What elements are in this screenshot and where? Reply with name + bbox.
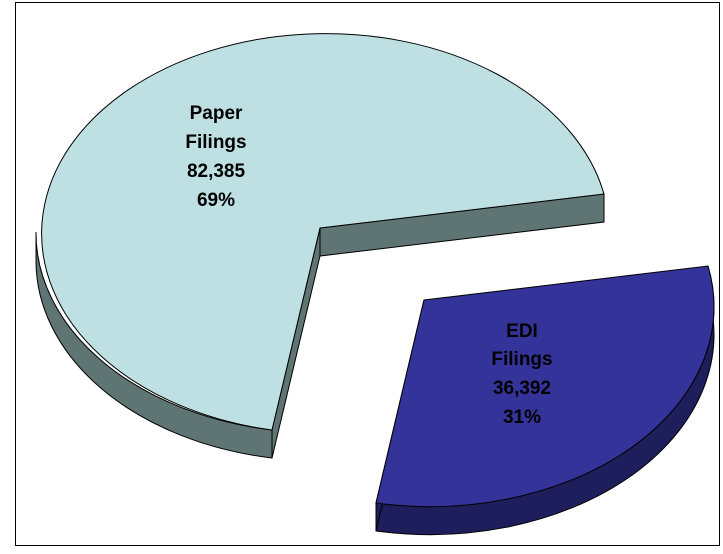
slice-edi-top bbox=[375, 265, 715, 508]
label-paper-line-2: Filings bbox=[185, 132, 246, 153]
label-edi-value: 36,392 bbox=[493, 378, 551, 399]
label-edi-percent: 31% bbox=[503, 407, 541, 428]
label-edi-line-2: Filings bbox=[491, 349, 552, 370]
label-paper-line-1: Paper bbox=[190, 103, 243, 124]
slice-paper-filings bbox=[35, 33, 605, 459]
label-paper-value: 82,385 bbox=[187, 161, 246, 182]
label-edi-line-1: EDI bbox=[506, 321, 538, 342]
slice-paper-top bbox=[41, 33, 605, 431]
label-edi-filings: EDI Filings 36,392 31% bbox=[491, 321, 552, 428]
label-paper-percent: 69% bbox=[197, 190, 235, 211]
slice-edi-filings bbox=[375, 265, 715, 536]
label-paper-filings: Paper Filings 82,385 69% bbox=[185, 103, 246, 211]
